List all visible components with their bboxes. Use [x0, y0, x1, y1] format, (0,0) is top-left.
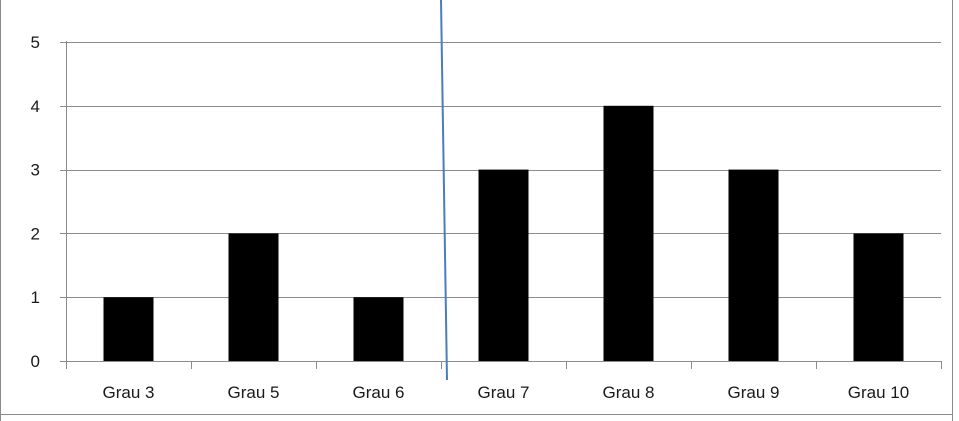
x-tick-label-grau-6: Grau 6	[353, 383, 405, 402]
y-axis-tick-labels: 0 1 2 3 4 5	[31, 33, 40, 371]
x-tick-label-grau-10: Grau 10	[848, 383, 909, 402]
bar-grau-5	[228, 233, 279, 361]
bars	[103, 105, 904, 361]
divider-layer	[440, 0, 448, 381]
bar-grau-9	[728, 169, 779, 361]
x-tick-label-grau-9: Grau 9	[728, 383, 780, 402]
x-tick-label-grau-3: Grau 3	[103, 383, 155, 402]
bar-grau-7	[478, 169, 529, 361]
chart-frame-left-edge	[0, 0, 1, 421]
divider-line	[440, 0, 448, 381]
y-tick-label-2: 2	[31, 224, 40, 243]
x-tick-label-grau-5: Grau 5	[228, 383, 280, 402]
x-tick-label-grau-7: Grau 7	[478, 383, 530, 402]
x-axis-tick-labels: Grau 3 Grau 5 Grau 6 Grau 7 Grau 8 Grau 9 Grau…	[103, 383, 910, 402]
bar-grau-8	[603, 105, 654, 361]
bar-grau-3	[103, 297, 154, 361]
y-tick-label-3: 3	[31, 161, 40, 180]
y-tick-label-0: 0	[31, 352, 40, 371]
y-tick-label-4: 4	[31, 97, 40, 116]
y-tick-label-1: 1	[31, 288, 40, 307]
axes	[60, 41, 942, 369]
chart-frame-bottom-edge	[0, 414, 953, 415]
bar-grau-6	[353, 297, 404, 361]
y-tick-label-5: 5	[31, 33, 40, 52]
x-tick-label-grau-8: Grau 8	[603, 383, 655, 402]
bar-grau-10	[853, 233, 904, 361]
chart-frame-right-edge	[952, 0, 953, 421]
